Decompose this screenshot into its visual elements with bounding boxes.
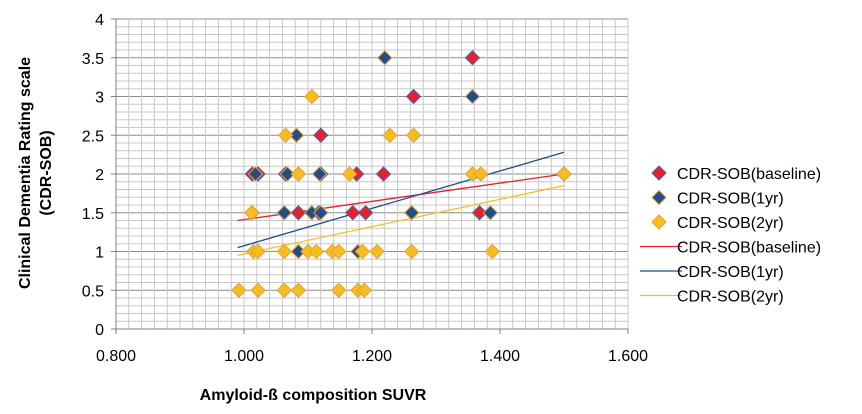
- legend-label: CDR-SOB(2yr): [677, 215, 784, 232]
- legend-label: CDR-SOB(1yr): [677, 191, 784, 208]
- data-point: [474, 167, 488, 181]
- x-tick-label: 1.400: [480, 348, 520, 365]
- data-point: [346, 206, 360, 220]
- legend-label: CDR-SOB(2yr): [677, 289, 784, 306]
- y-tick-label: 4: [95, 12, 104, 29]
- data-point: [359, 206, 373, 220]
- grid-lines: [116, 19, 628, 329]
- legend-marker: [652, 166, 666, 180]
- y-tick-label: 3.5: [82, 51, 104, 68]
- data-point: [291, 206, 305, 220]
- x-axis-title: Amyloid-ß composition SUVR: [200, 387, 427, 404]
- data-point: [277, 206, 291, 220]
- data-point: [405, 245, 419, 259]
- data-point: [465, 90, 479, 104]
- y-tick-label: 1.5: [82, 206, 104, 223]
- data-point: [313, 167, 327, 181]
- legend-label: CDR-SOB(1yr): [677, 264, 784, 281]
- data-point: [407, 128, 421, 142]
- data-point: [407, 90, 421, 104]
- legend: CDR-SOB(baseline) CDR-SOB(1yr) CDR-SOB(2yr…: [640, 166, 821, 306]
- y-tick-label: 0: [95, 322, 104, 339]
- data-point: [305, 90, 319, 104]
- data-point: [465, 51, 479, 65]
- data-point: [377, 167, 391, 181]
- y-tick-label: 0.5: [82, 283, 104, 300]
- data-point: [378, 51, 392, 65]
- data-point: [483, 206, 497, 220]
- data-point: [251, 283, 265, 297]
- legend-marker: [652, 215, 666, 229]
- y-tick-label: 3: [95, 90, 104, 107]
- legend-label: CDR-SOB(baseline): [677, 240, 821, 257]
- legend-marker: [652, 191, 666, 205]
- y-axis-title-line1: Clinical Dementia Rating scale: [17, 57, 34, 289]
- data-point: [291, 283, 305, 297]
- data-point: [277, 283, 291, 297]
- data-point: [557, 167, 571, 181]
- y-axis-title-line2: (CDR-SOB): [38, 130, 55, 215]
- y-tick-label: 2.5: [82, 128, 104, 145]
- x-tick-label: 1.200: [352, 348, 392, 365]
- data-point: [291, 167, 305, 181]
- legend-label: CDR-SOB(baseline): [677, 166, 821, 183]
- x-tick-label: 1.600: [608, 348, 648, 365]
- data-point: [314, 128, 328, 142]
- y-tick-label: 2: [95, 167, 104, 184]
- x-tick-label: 1.000: [224, 348, 264, 365]
- y-tick-label: 1: [95, 245, 104, 262]
- data-point: [279, 128, 293, 142]
- x-tick-label: 0.800: [96, 348, 136, 365]
